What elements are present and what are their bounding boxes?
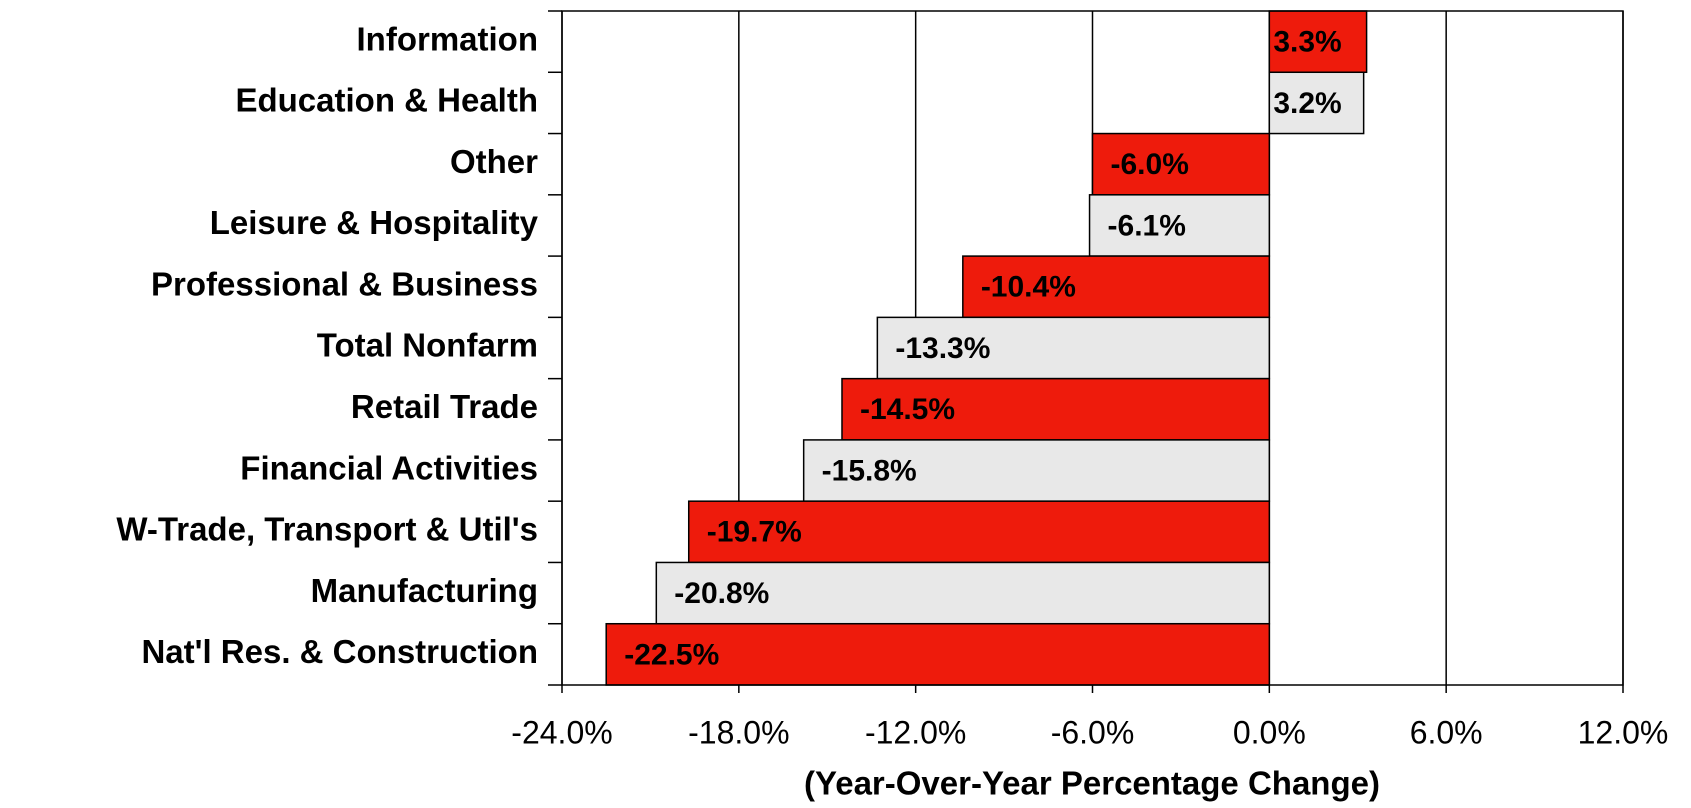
bar <box>1268 10 1368 74</box>
bar <box>1091 132 1271 196</box>
value-label: -20.8% <box>674 577 769 610</box>
y-tick-label: Total Nonfarm <box>317 327 538 364</box>
value-label: -15.8% <box>822 454 917 487</box>
y-tick-label: Other <box>450 143 538 180</box>
bar <box>802 439 1271 502</box>
y-tick-label: Information <box>357 20 538 57</box>
value-label: -13.3% <box>895 332 990 365</box>
y-tick-label: Leisure & Hospitality <box>210 204 539 241</box>
bar <box>1088 194 1271 257</box>
bar <box>962 255 1271 319</box>
bar <box>605 622 1271 686</box>
x-tick-label: 12.0% <box>1578 714 1669 750</box>
value-label: 3.2% <box>1273 87 1341 120</box>
y-tick-label: Nat'l Res. & Construction <box>141 633 538 670</box>
bar <box>655 561 1271 625</box>
x-tick-label: -6.0% <box>1051 714 1135 750</box>
y-tick-label: Education & Health <box>235 82 538 119</box>
value-label: -14.5% <box>860 393 955 426</box>
x-tick-label: 0.0% <box>1233 714 1306 750</box>
value-label: -6.0% <box>1111 148 1189 181</box>
plot-frame <box>561 10 1624 686</box>
value-label: -22.5% <box>624 638 719 671</box>
x-tick-label: 6.0% <box>1410 714 1483 750</box>
y-tick-label: Financial Activities <box>240 449 538 486</box>
value-label: -19.7% <box>707 516 802 549</box>
x-tick-label: -24.0% <box>511 714 612 750</box>
y-tick-label: W-Trade, Transport & Util's <box>116 511 538 548</box>
x-tick-label: -18.0% <box>688 714 789 750</box>
value-label: 3.3% <box>1273 26 1341 59</box>
value-label: -6.1% <box>1108 209 1186 242</box>
x-tick-label: -12.0% <box>865 714 966 750</box>
y-tick-label: Professional & Business <box>151 265 538 302</box>
bar <box>687 500 1271 564</box>
y-tick-label: Retail Trade <box>351 388 538 425</box>
bar <box>876 316 1271 380</box>
bar <box>841 377 1271 441</box>
value-label: -10.4% <box>981 271 1076 304</box>
bar <box>1268 71 1365 135</box>
x-axis-title: (Year-Over-Year Percentage Change) <box>804 765 1380 802</box>
y-tick-label: Manufacturing <box>311 572 538 609</box>
